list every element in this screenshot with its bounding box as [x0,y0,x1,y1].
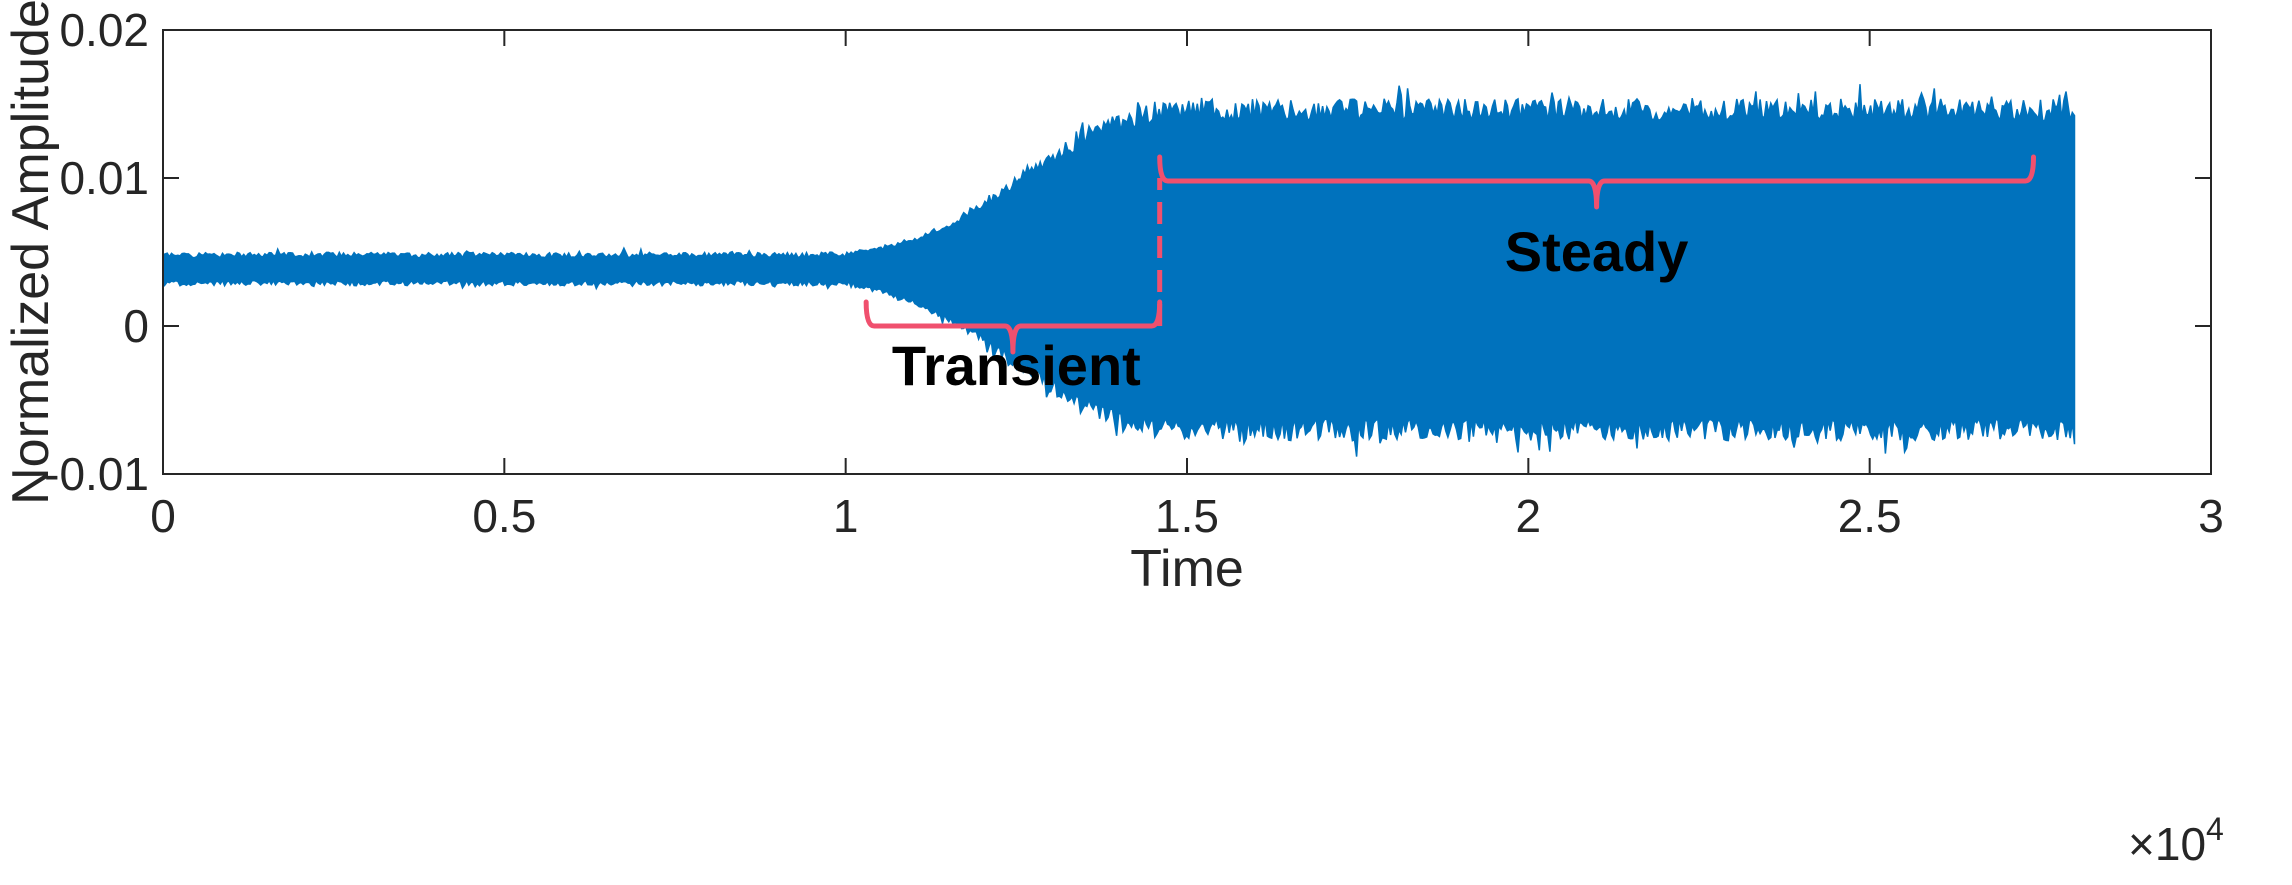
x-tick-label: 1 [833,490,859,542]
x-exponent-base: ×10 [2128,818,2206,870]
steady-label: Steady [1505,220,1689,283]
steady-bracket [1157,154,2037,210]
x-exponent-power: 4 [2206,811,2224,847]
x-tick-label: 3 [2198,490,2224,542]
y-axis-label: Normalized Amplitude [2,0,60,505]
y-tick-label: -0.01 [44,448,149,500]
x-tick-label: 1.5 [1155,490,1219,542]
y-tick-label: 0.01 [59,152,149,204]
y-tick-label: 0.02 [59,4,149,56]
annotation-layer: Transient Steady [863,154,2037,397]
x-axis-exponent: ×104 [2128,811,2224,870]
axis-labels: Time Normalized Amplitude ×104 [2,0,2224,870]
transient-label: Transient [892,334,1141,397]
x-tick-label: 0.5 [472,490,536,542]
y-tick-label: 0 [123,300,149,352]
x-axis-label: Time [1130,540,1244,598]
x-tick-label: 2 [1516,490,1542,542]
signal-band [162,84,2076,457]
x-tick-label: 2.5 [1838,490,1902,542]
transient-bracket [863,299,1163,355]
x-tick-label: 0 [150,490,176,542]
signal-series [162,84,2076,457]
